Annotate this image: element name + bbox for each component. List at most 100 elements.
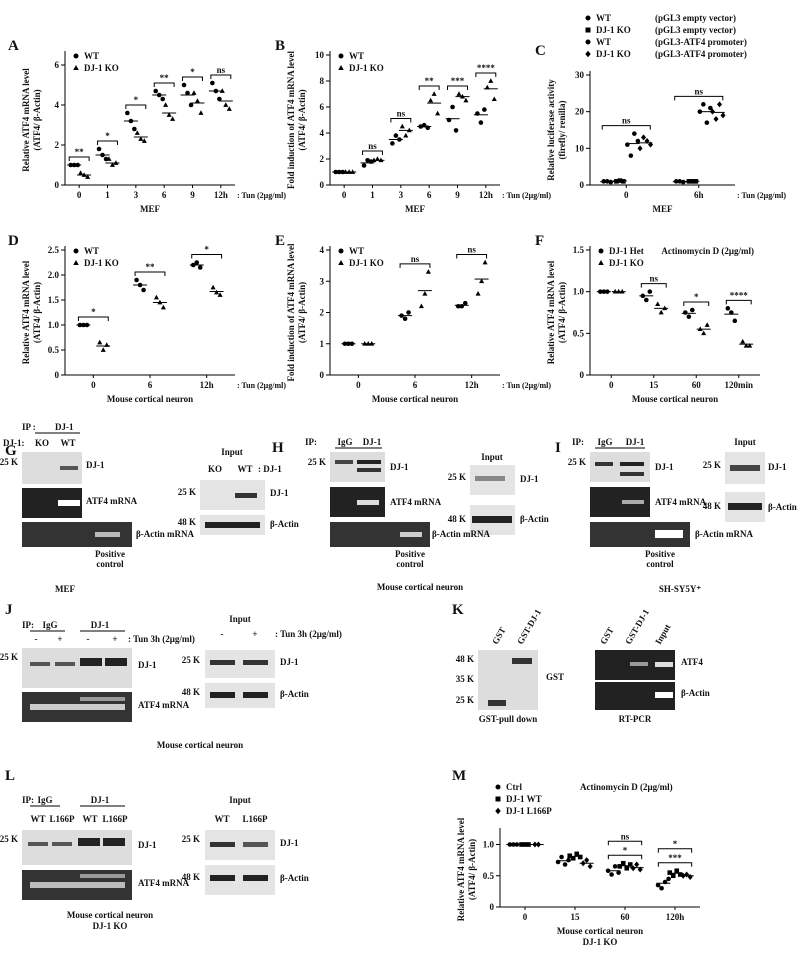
blot-label: β-Actin (280, 873, 309, 883)
blot-label: β-Actin (768, 502, 797, 512)
blot-image (205, 522, 260, 528)
blot-label: 25 K (448, 472, 466, 482)
blot-label: Input (229, 614, 251, 624)
blot-image (512, 658, 532, 664)
data-point (226, 106, 232, 111)
y-tick-label: 8 (320, 76, 325, 86)
x-tick-label: 9 (190, 190, 195, 200)
blot-label: Input (481, 452, 503, 462)
data-point (634, 861, 640, 868)
blot-image (472, 516, 512, 523)
legend-label: DJ-1 L166P (506, 806, 552, 816)
panel-letter: I (555, 440, 561, 456)
data-point (219, 88, 225, 93)
y-axis-label: (firefly/ renilla) (557, 101, 567, 160)
x-tick-label: 0 (342, 190, 347, 200)
blot-label: IP : (22, 422, 36, 432)
data-point (462, 300, 468, 306)
panel-letter: F (535, 233, 544, 249)
significance-label: ns (694, 86, 703, 96)
significance-label: ns (649, 274, 658, 284)
data-point (160, 304, 166, 310)
blot-label: β-Actin (520, 514, 549, 524)
x-tick-label: 120h (666, 912, 685, 922)
data-point (567, 853, 573, 859)
blot-label: DJ-1 (768, 462, 787, 472)
data-point (188, 102, 194, 108)
data-point (223, 102, 229, 107)
y-tick-label: 0 (580, 180, 585, 190)
data-point (704, 322, 710, 327)
x-tick-label: 6 (413, 380, 418, 390)
blot-image (30, 882, 125, 888)
y-tick-label: 10 (315, 50, 325, 60)
legend-label: WT (84, 51, 99, 61)
data-point (100, 347, 106, 352)
data-point (577, 854, 583, 860)
data-point (710, 108, 716, 115)
data-point (141, 287, 146, 293)
y-tick-label: 0 (320, 370, 325, 380)
blot-label: β-Actin (280, 689, 309, 699)
y-tick-label: 30 (575, 70, 585, 80)
x-note: : Tun (2μg/ml) (737, 191, 786, 200)
x-tick-label: 12h (465, 380, 479, 390)
legend-label: DJ-1 KO (349, 63, 384, 73)
blot-label: : Tun 3h (2μg/ml) (275, 629, 342, 639)
data-point (96, 146, 102, 152)
y-tick-label: 2 (320, 154, 325, 164)
panel-letter: C (535, 43, 546, 59)
blot-label: β-Actin mRNA (695, 529, 753, 539)
significance-label: ** (146, 262, 156, 272)
blot-image (590, 452, 650, 482)
blot-image (210, 692, 235, 698)
blot-label: WT (30, 814, 45, 824)
blot-image (22, 648, 132, 688)
panel-letter: D (8, 233, 19, 249)
blot-image (655, 530, 683, 538)
y-tick-label: 10 (575, 143, 585, 153)
data-point (160, 96, 166, 102)
blot-image (55, 662, 75, 666)
x-tick-label: 120min (724, 380, 753, 390)
blot-image (105, 658, 127, 666)
data-point (198, 110, 204, 115)
blot-image (210, 875, 235, 881)
x-note: : Tun (2μg/ml) (502, 381, 551, 390)
significance-label: ns (621, 831, 630, 841)
significance-bracket (674, 95, 724, 101)
y-tick-label: 0 (320, 180, 325, 190)
y-axis-label: (ATF4/ β-Actin) (467, 839, 477, 900)
legend-marker (585, 27, 591, 33)
data-point (163, 102, 169, 107)
significance-label: * (673, 839, 678, 849)
blot-image (210, 842, 235, 847)
blot-label: control (646, 559, 674, 569)
data-point (729, 310, 734, 315)
blot-image (103, 838, 125, 846)
x-tick-label: 12h (200, 380, 214, 390)
blot-image (210, 660, 235, 665)
data-point (644, 297, 649, 303)
legend-marker (495, 784, 501, 790)
y-axis-label: (ATF4/ β-Actin) (32, 89, 42, 150)
blot-label: GST (598, 625, 616, 646)
blot-label: control (396, 559, 424, 569)
data-point (134, 277, 139, 283)
blot-image (488, 700, 506, 706)
data-point (210, 284, 216, 290)
blot-label: DJ-1: (3, 438, 25, 448)
blot-label: WT (60, 438, 75, 448)
data-point (655, 882, 661, 888)
data-point (191, 90, 197, 95)
x-axis-label: Mouse cortical neuron (557, 926, 643, 936)
significance-bracket (399, 263, 431, 268)
significance-label: **** (730, 290, 749, 300)
significance-label: *** (451, 76, 465, 86)
y-tick-label: 0 (490, 902, 495, 912)
blot-label: DJ-1 (280, 657, 299, 667)
blot-label: KO (35, 438, 49, 448)
legend-marker (73, 65, 79, 70)
blot-image (400, 532, 422, 537)
